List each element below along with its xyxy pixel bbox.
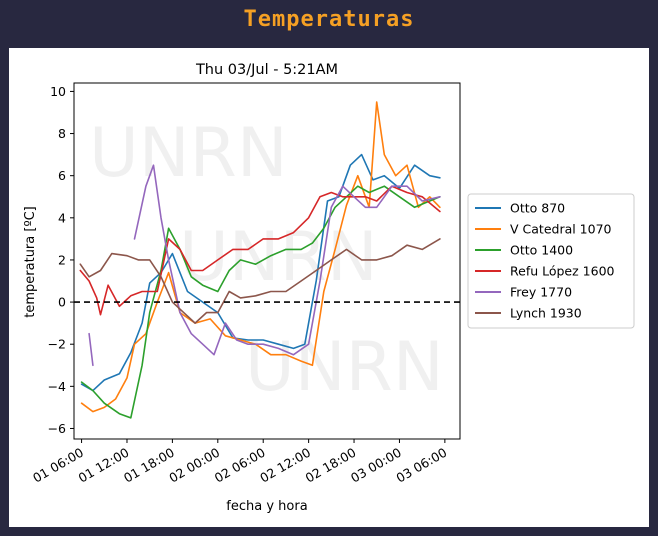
y-axis-label: temperatura [ºC]	[23, 206, 38, 317]
x-tick-label: 02 00:00	[166, 445, 222, 486]
y-tick-label: 4	[58, 210, 66, 225]
series-line	[79, 238, 441, 324]
x-tick-label: 03 00:00	[348, 445, 404, 486]
x-tick-label: 01 12:00	[76, 445, 132, 486]
x-tick-label: 02 06:00	[212, 445, 268, 486]
series-line	[88, 164, 441, 367]
app-header: Temperaturas	[0, 0, 658, 46]
series-line	[80, 101, 441, 413]
chart-panel: UNRN UNRN UNRN −6 −4 −2 0 2 4 6 8 10 01 06:00 01 …	[9, 48, 649, 527]
y-tick-label: 8	[58, 126, 66, 141]
chart-title: Thu 03/Jul - 5:21AM	[195, 62, 338, 78]
series-line	[80, 153, 441, 392]
watermark-text: UNRN	[179, 218, 378, 297]
y-tick-label: 0	[58, 295, 66, 310]
legend-label: Refu López 1600	[510, 264, 615, 279]
x-tick-label: 01 18:00	[121, 445, 177, 486]
watermark-text: UNRN	[89, 114, 288, 193]
legend-label: V Catedral 1070	[510, 222, 612, 237]
legend-label: Frey 1770	[510, 285, 572, 300]
x-axis-label: fecha y hora	[226, 499, 307, 514]
x-tick-label: 02 18:00	[303, 445, 359, 486]
watermark-group: UNRN UNRN UNRN	[89, 114, 444, 407]
legend-label: Otto 1400	[510, 243, 573, 258]
legend-box	[467, 193, 635, 329]
x-tick-label: 02 12:00	[257, 445, 313, 486]
y-tick-label: −2	[48, 337, 66, 352]
y-tick-label: 10	[50, 84, 66, 99]
series-line	[80, 185, 441, 419]
legend: Otto 870 V Catedral 1070 Otto 1400 Refu Lóp…	[467, 193, 635, 329]
x-tick-label: 03 06:00	[393, 445, 449, 486]
plot-frame	[73, 82, 461, 440]
y-axis: −6 −4 −2 0 2 4 6 8 10	[48, 84, 74, 436]
x-tick-label: 01 06:00	[30, 445, 86, 486]
watermark-text: UNRN	[245, 328, 444, 407]
y-tick-label: 6	[58, 168, 66, 183]
y-tick-label: −6	[48, 421, 66, 436]
y-tick-label: −4	[48, 379, 66, 394]
y-tick-label: 2	[58, 252, 66, 267]
legend-label: Otto 870	[510, 201, 565, 216]
legend-label: Lynch 1930	[510, 306, 582, 321]
plot-layer	[74, 101, 460, 419]
page-title: Temperaturas	[243, 7, 415, 32]
